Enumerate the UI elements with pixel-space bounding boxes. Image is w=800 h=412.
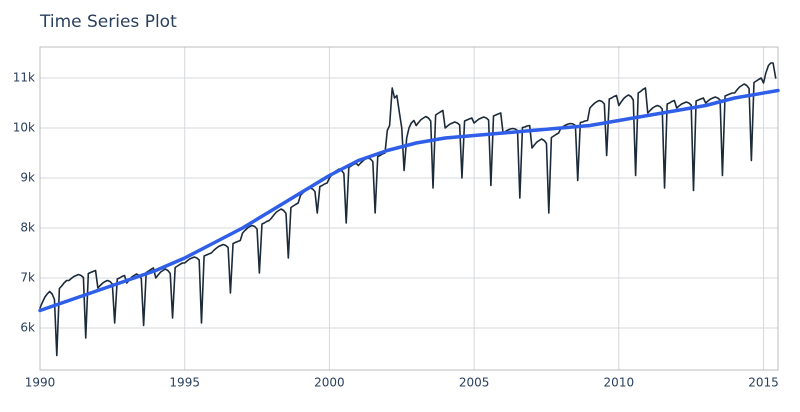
x-tick-label: 2005 <box>459 376 490 390</box>
plot-frame <box>39 46 779 371</box>
x-tick-label: 2010 <box>604 376 635 390</box>
y-tick-label: 8k <box>20 221 35 235</box>
y-tick-label: 11k <box>13 71 35 85</box>
y-tick-label: 6k <box>20 321 35 335</box>
x-tick-label: 2015 <box>748 376 779 390</box>
y-tick-label: 10k <box>13 121 35 135</box>
x-tick-label: 1990 <box>25 376 56 390</box>
y-tick-label: 9k <box>20 171 35 185</box>
chart-title: Time Series Plot <box>39 12 177 32</box>
x-tick-label: 2000 <box>314 376 345 390</box>
y-tick-label: 7k <box>20 271 35 285</box>
line-series <box>38 88 780 313</box>
x-tick-label: 1995 <box>169 376 200 390</box>
line-series <box>39 62 777 357</box>
